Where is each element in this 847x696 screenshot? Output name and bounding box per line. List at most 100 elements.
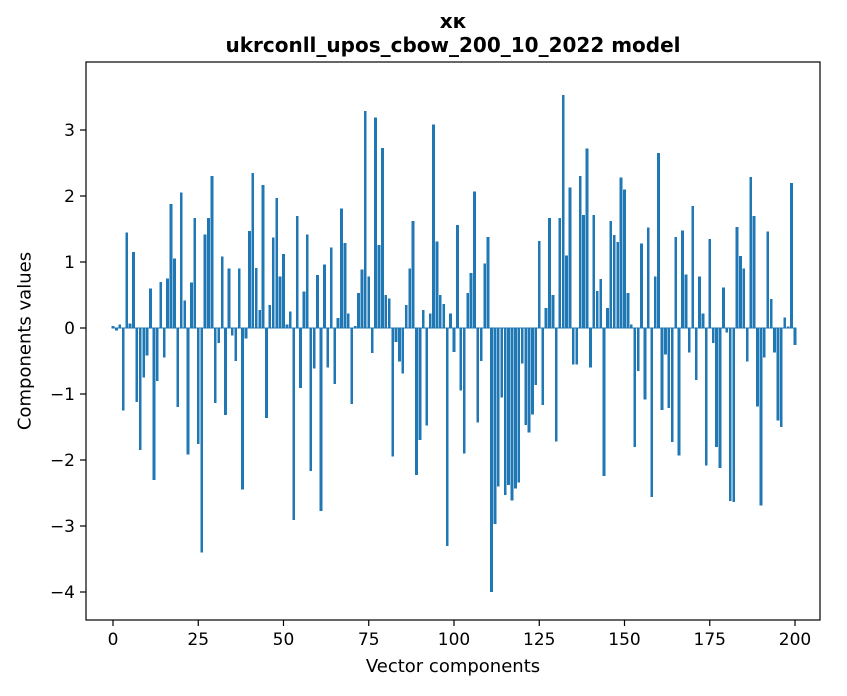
- x-tick-label: 175: [694, 630, 726, 650]
- bar: [329, 247, 333, 328]
- bar: [739, 256, 742, 328]
- zero-line: [111, 327, 797, 329]
- x-axis-label: Vector components: [365, 656, 541, 677]
- bar: [237, 268, 241, 328]
- y-axis-ticks: −4 −3 −2 −1 0 1 2 3: [50, 121, 86, 603]
- y-tick-label: −2: [50, 451, 75, 471]
- bar: [561, 95, 565, 329]
- bar: [387, 298, 391, 328]
- bar: [367, 276, 371, 328]
- y-tick-label: 0: [64, 319, 75, 339]
- bar: [762, 328, 766, 358]
- bar: [503, 328, 507, 495]
- bar: [776, 328, 780, 421]
- bar: [677, 328, 681, 456]
- bar: [616, 242, 620, 328]
- bar: [128, 323, 132, 328]
- bar: [793, 328, 797, 346]
- bar: [135, 328, 139, 402]
- bar: [254, 267, 258, 328]
- bar: [118, 324, 122, 328]
- bar: [217, 328, 221, 344]
- bar: [145, 328, 149, 356]
- bar: [449, 313, 452, 328]
- y-tick-label: 1: [64, 253, 75, 273]
- bar: [190, 282, 193, 328]
- bar: [551, 295, 555, 328]
- y-tick-label: 3: [64, 121, 75, 141]
- bar: [418, 328, 422, 441]
- bar: [592, 215, 596, 328]
- bar: [636, 328, 640, 371]
- bar: [544, 308, 548, 328]
- bar: [606, 308, 609, 328]
- bar: [780, 328, 783, 427]
- bar: [684, 274, 688, 328]
- bar: [568, 187, 572, 328]
- bar: [585, 148, 589, 328]
- bar: [524, 328, 527, 426]
- bar: [258, 310, 261, 328]
- bar: [370, 328, 374, 354]
- bar: [162, 328, 166, 358]
- bar: [479, 328, 483, 361]
- bar: [138, 328, 142, 451]
- bar: [200, 328, 204, 553]
- bar: [421, 310, 425, 328]
- bar: [578, 176, 582, 328]
- bar: [394, 328, 398, 342]
- bar: [292, 328, 296, 521]
- bar: [742, 268, 746, 328]
- bar: [230, 328, 234, 336]
- bar: [514, 328, 517, 489]
- bar: [786, 326, 790, 328]
- bar: [346, 313, 350, 328]
- bar: [323, 264, 326, 328]
- bar: [486, 236, 490, 328]
- bar: [490, 328, 493, 592]
- bar: [473, 191, 476, 328]
- bar: [660, 328, 664, 410]
- bar: [176, 328, 180, 408]
- bar: [295, 215, 299, 328]
- bar: [278, 276, 282, 328]
- bar: [715, 328, 718, 447]
- bar: [401, 328, 405, 374]
- bar: [186, 328, 190, 455]
- bar: [428, 313, 432, 328]
- bar: [722, 287, 725, 328]
- bar: [756, 328, 759, 407]
- x-tick-label: 100: [438, 630, 470, 650]
- bar: [783, 317, 787, 328]
- bars-group: [111, 95, 797, 592]
- x-tick-label: 150: [608, 630, 640, 650]
- bar: [213, 328, 217, 404]
- bar: [404, 304, 408, 328]
- bar: [520, 328, 524, 364]
- bar: [152, 328, 156, 480]
- bar: [408, 268, 412, 328]
- bar: [599, 279, 602, 328]
- bar: [234, 328, 238, 361]
- bar: [531, 328, 534, 415]
- bar: [496, 328, 500, 487]
- bar: [759, 328, 763, 506]
- bar: [312, 328, 316, 369]
- bar: [166, 278, 169, 328]
- bar: [626, 293, 630, 328]
- bar: [493, 328, 497, 525]
- bar: [681, 230, 684, 328]
- y-tick-label: −1: [50, 385, 75, 405]
- bar: [462, 328, 466, 454]
- bar: [169, 203, 173, 328]
- bar: [773, 328, 776, 353]
- bar: [687, 328, 691, 353]
- bar: [115, 328, 118, 331]
- bar: [268, 304, 272, 328]
- bar: [735, 227, 739, 328]
- bar: [248, 230, 251, 328]
- bar: [203, 234, 207, 328]
- x-tick-label: 25: [187, 630, 209, 650]
- bar: [384, 295, 388, 328]
- y-axis-label: Components values: [14, 251, 36, 431]
